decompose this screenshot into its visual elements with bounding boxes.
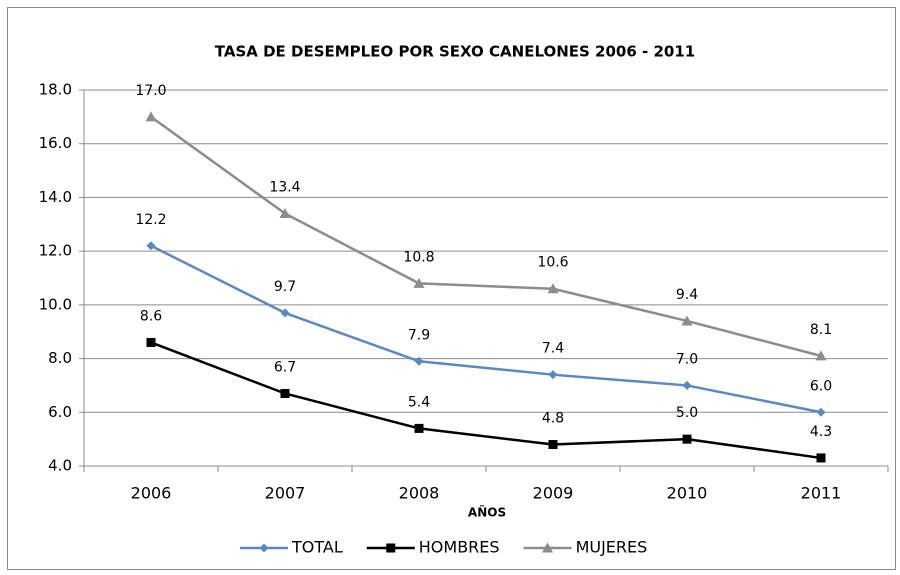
point-marker (280, 308, 290, 318)
y-tick-label: 4.0 (48, 457, 72, 475)
point-marker (548, 370, 558, 380)
data-label: 5.0 (676, 405, 698, 421)
point-marker (682, 380, 692, 390)
legend-marker (259, 543, 269, 553)
point-marker (414, 423, 424, 433)
x-tick-label: 2011 (801, 484, 842, 503)
series-line (150, 244, 822, 414)
data-label: 9.7 (274, 279, 296, 295)
point-marker (682, 434, 692, 444)
x-tick-label: 2006 (131, 484, 172, 503)
x-tick-label: 2008 (399, 484, 440, 503)
point-marker (414, 356, 424, 366)
data-label: 10.6 (537, 255, 568, 271)
data-label: 9.4 (676, 287, 698, 303)
legend-label: TOTAL (291, 538, 343, 557)
series-line (150, 115, 822, 358)
legend-label: HOMBRES (419, 538, 500, 557)
x-tick-label: 2009 (533, 484, 574, 503)
data-label: 6.7 (274, 359, 296, 375)
point-marker (279, 208, 291, 219)
data-label: 7.0 (676, 351, 698, 367)
data-label: 13.4 (269, 180, 300, 196)
point-marker (280, 388, 290, 398)
point-marker (681, 315, 693, 326)
point-marker (146, 337, 156, 347)
data-label: 6.0 (810, 378, 832, 394)
y-tick-label: 6.0 (48, 403, 72, 421)
legend-label: MUJERES (576, 538, 648, 557)
y-tick-label: 8.0 (48, 349, 72, 367)
point-marker (145, 111, 157, 122)
point-marker (816, 407, 826, 417)
data-label: 12.2 (135, 212, 166, 228)
data-label: 4.8 (542, 411, 564, 427)
data-label: 8.6 (140, 308, 162, 324)
data-label: 17.0 (135, 83, 166, 99)
y-tick-label: 18.0 (39, 81, 72, 99)
y-tick-label: 12.0 (39, 242, 72, 260)
point-marker (547, 283, 559, 294)
x-axis-title: AÑOS (468, 505, 506, 520)
y-tick-label: 16.0 (39, 134, 72, 152)
chart-title: TASA DE DESEMPLEO POR SEXO CANELONES 200… (215, 43, 695, 61)
x-tick-label: 2007 (265, 484, 306, 503)
point-marker (413, 277, 425, 288)
data-label: 10.8 (403, 249, 434, 265)
point-marker (146, 241, 156, 251)
legend-marker (542, 542, 554, 553)
legend-marker (386, 543, 396, 553)
chart-border (7, 7, 896, 570)
y-tick-label: 10.0 (39, 295, 72, 313)
point-marker (816, 453, 826, 463)
series-line (150, 341, 822, 460)
point-marker (548, 440, 558, 450)
data-label: 4.3 (810, 424, 832, 440)
data-label: 5.4 (408, 394, 430, 410)
data-label: 8.1 (810, 322, 832, 338)
data-label: 7.4 (542, 341, 564, 357)
x-tick-label: 2010 (667, 484, 708, 503)
point-marker (815, 350, 827, 361)
y-tick-label: 14.0 (39, 188, 72, 206)
data-label: 7.9 (408, 327, 430, 343)
